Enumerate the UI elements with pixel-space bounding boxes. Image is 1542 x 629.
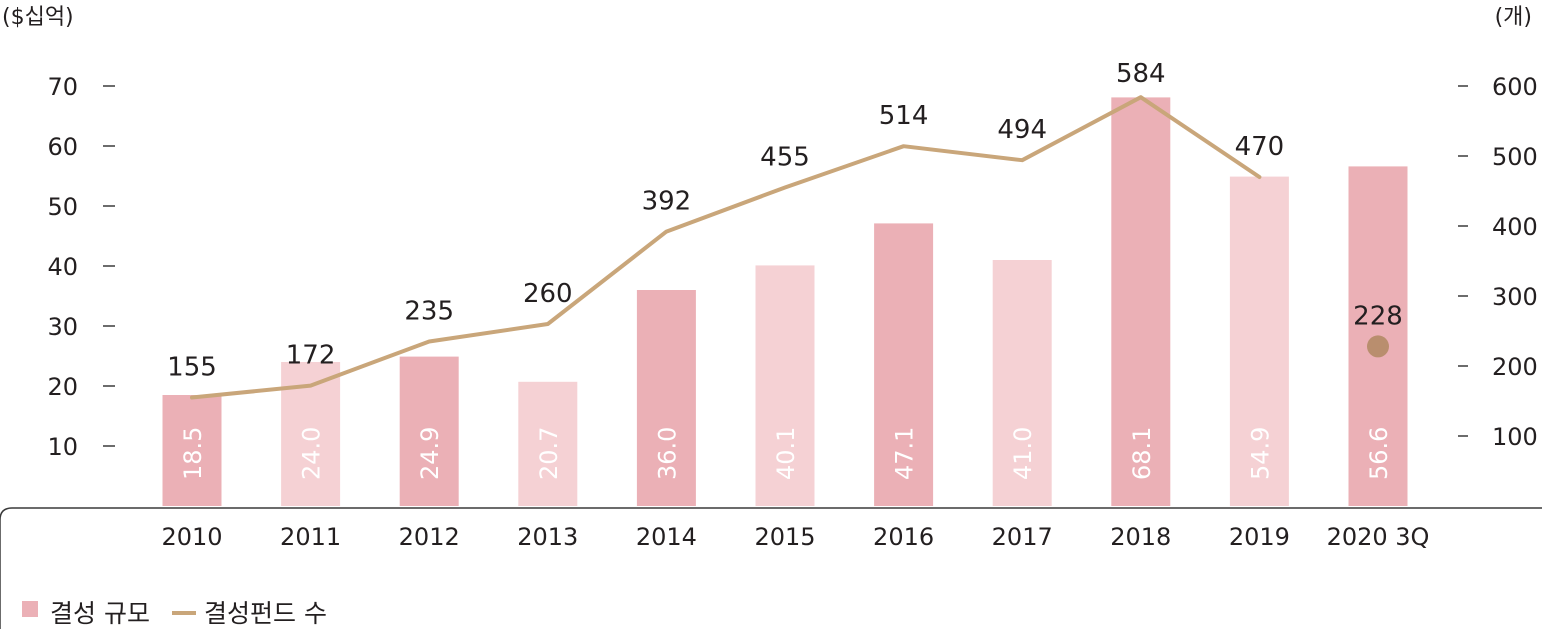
- x-tick-label: 2019: [1229, 523, 1290, 551]
- bar-value-label: 40.1: [772, 427, 800, 480]
- bar: [874, 223, 934, 506]
- line-value-label: 494: [997, 115, 1047, 145]
- bars-layer: [162, 97, 1408, 507]
- line-layer: 155 172 235 260 392 455 514 494 584 470 228: [167, 59, 1403, 400]
- x-tick-label: 2010: [161, 523, 222, 551]
- left-tick-label: 60: [47, 133, 78, 161]
- bar-value-label: 24.0: [298, 427, 326, 480]
- bar-value-label: 18.5: [179, 427, 207, 480]
- line-value-label: 172: [286, 341, 336, 371]
- left-tick-label: 50: [47, 193, 78, 221]
- bar-labels-layer: 18.5 24.0 24.9 20.7 36.0 40.1 47.1 41.0 68.1 54.9…: [179, 427, 1393, 480]
- bar-value-label: 36.0: [653, 427, 681, 480]
- right-tick-label: 300: [1492, 283, 1538, 311]
- x-tick-label: 2015: [754, 523, 815, 551]
- bar: [636, 290, 696, 506]
- line-value-label: 155: [167, 353, 217, 383]
- left-tick-label: 40: [47, 253, 78, 281]
- bar: [1229, 176, 1289, 506]
- bar-value-label: 24.9: [416, 427, 444, 480]
- left-tick-label: 70: [47, 73, 78, 101]
- x-tick-label: 2014: [636, 523, 697, 551]
- legend-bar-label: 결성 규모: [50, 599, 150, 628]
- line-value-label: 584: [1116, 59, 1166, 89]
- bar: [399, 356, 459, 506]
- line-series-path: [190, 95, 1262, 400]
- line-value-label: 470: [1235, 132, 1285, 162]
- legend: 결성 규모 결성펀드 수: [22, 599, 327, 628]
- right-tick-label: 600: [1492, 73, 1538, 101]
- x-tick-label: 2020 3Q: [1327, 523, 1430, 551]
- left-tick-label: 20: [47, 373, 78, 401]
- left-tick-label: 30: [47, 313, 78, 341]
- legend-bar-swatch: [22, 601, 38, 617]
- x-tick-label: 2017: [992, 523, 1053, 551]
- baseline-frame: [0, 507, 1542, 629]
- x-tick-label: 2013: [517, 523, 578, 551]
- right-tick-label: 400: [1492, 213, 1538, 241]
- bar: [1111, 97, 1171, 507]
- line-value-label: 392: [642, 187, 692, 217]
- line-value-label: 228: [1353, 301, 1403, 331]
- x-tick-label: 2016: [873, 523, 934, 551]
- bar-value-label: 54.9: [1246, 427, 1274, 480]
- line-point-marker: [1367, 335, 1389, 358]
- line-value-label: 235: [404, 297, 454, 327]
- line-value-label: 455: [760, 143, 810, 173]
- x-tick-label: 2011: [280, 523, 341, 551]
- right-tick-label: 200: [1492, 353, 1538, 381]
- x-tick-label: 2018: [1110, 523, 1171, 551]
- left-tick-label: 10: [47, 433, 78, 461]
- bar: [518, 381, 578, 506]
- bar-value-label: 68.1: [1128, 427, 1156, 480]
- bar: [992, 260, 1052, 506]
- bar: [162, 395, 222, 506]
- legend-line-label: 결성펀드 수: [204, 599, 327, 628]
- bar-value-label: 47.1: [891, 427, 919, 480]
- line-value-label: 514: [879, 101, 929, 131]
- line-value-label: 260: [523, 279, 573, 309]
- right-tick-label: 100: [1492, 423, 1538, 451]
- bar-value-label: 20.7: [535, 427, 563, 480]
- right-tick-label: 500: [1492, 143, 1538, 171]
- left-axis-unit: ($십억): [2, 5, 74, 30]
- x-tick-label: 2012: [399, 523, 460, 551]
- bar-value-label: 41.0: [1009, 427, 1037, 480]
- bar: [755, 265, 815, 506]
- axes-layer: 2010 2011 2012 2013 2014 2015 2016 2017 2018 2019…: [47, 73, 1537, 551]
- bar-value-label: 56.6: [1365, 427, 1393, 480]
- right-axis-unit: (개): [1495, 5, 1532, 30]
